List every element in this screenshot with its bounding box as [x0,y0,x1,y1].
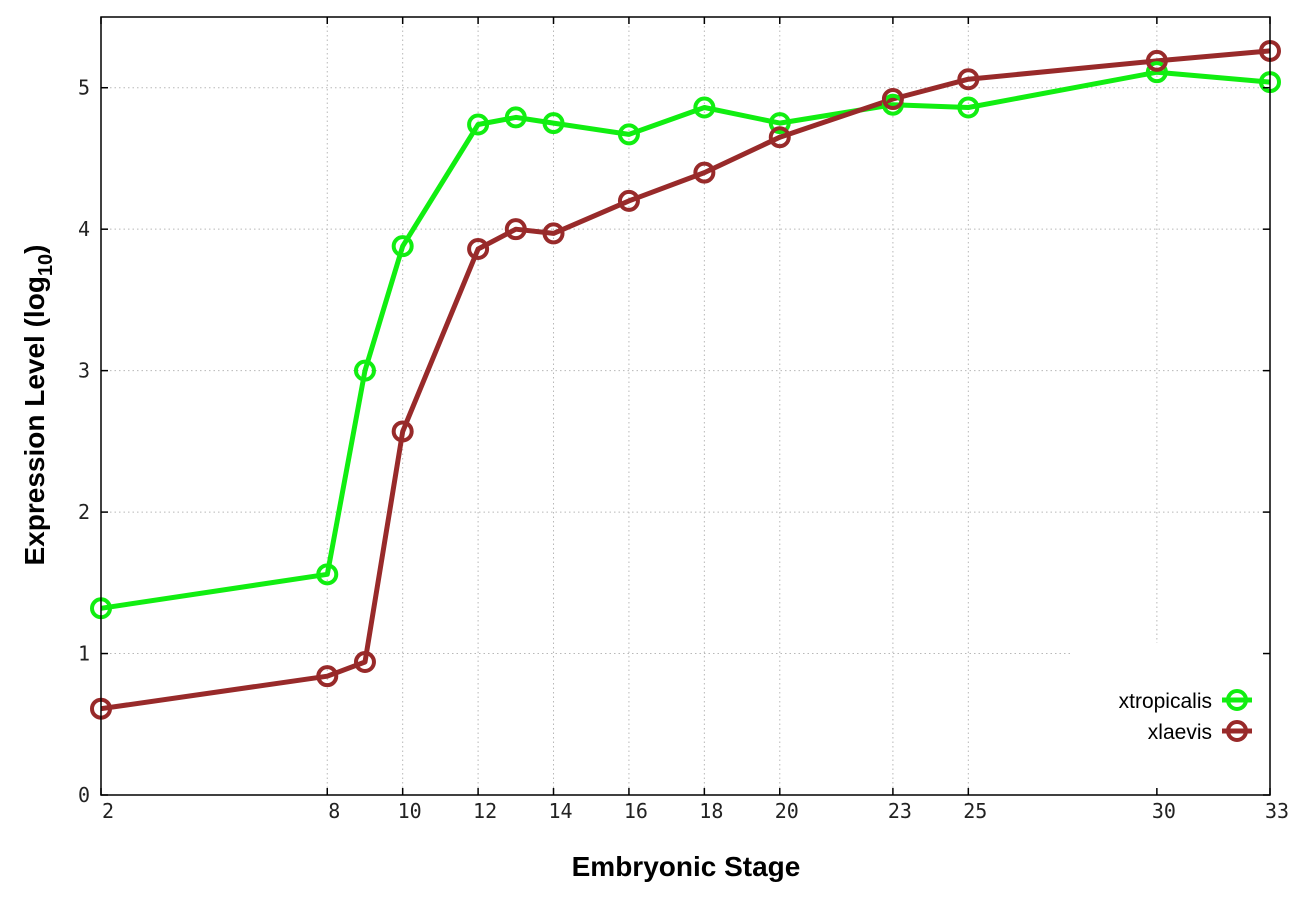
y-tick-label-5: 5 [78,76,90,100]
y-tick-label-3: 3 [78,359,90,383]
point-xlaevis-12 [1145,49,1168,72]
y-axis-title-end: ) [19,245,50,254]
point-xtropicalis-12 [1145,61,1168,84]
point-xlaevis-2 [353,651,376,674]
point-xlaevis-4 [467,237,490,260]
y-axis-title-main: Expression Level (log [19,276,50,565]
point-xlaevis-5 [504,218,527,241]
point-xlaevis-10 [881,88,904,111]
point-xlaevis-7 [617,189,640,212]
x-tick-label-7: 20 [775,799,799,823]
point-xlaevis-11 [957,68,980,91]
series-line-xtropicalis [100,69,1271,611]
legend-label-xlaevis: xlaevis [1148,721,1212,744]
point-xlaevis-1 [316,665,339,688]
point-xlaevis-8 [693,161,716,184]
legend-marker-xtropicalis [1226,689,1248,711]
x-tick-label-2: 10 [398,799,422,823]
x-tick-label-1: 8 [328,799,340,823]
y-axis-title-subscript: 10 [35,254,57,276]
x-tick-label-6: 18 [699,799,723,823]
legend-background [1072,643,1269,794]
x-tick-label-10: 30 [1152,799,1176,823]
point-xlaevis-9 [768,126,791,149]
point-xlaevis-3 [391,420,414,443]
y-tick-label-4: 4 [78,217,90,241]
x-tick-label-3: 12 [473,799,497,823]
x-tick-label-4: 14 [548,799,572,823]
point-xtropicalis-9 [768,112,791,135]
y-axis-title: Expression Level (log10) [19,245,57,566]
legend-marker-xlaevis [1226,720,1248,742]
x-tick-label-8: 23 [888,799,912,823]
x-tick-label-5: 16 [624,799,648,823]
point-xlaevis-6 [542,222,565,245]
point-xtropicalis-2 [353,359,376,382]
point-xtropicalis-1 [316,563,339,586]
series-line-xlaevis [100,48,1271,712]
y-tick-label-2: 2 [78,500,90,524]
point-xtropicalis-4 [467,113,490,136]
x-tick-label-11: 33 [1265,799,1289,823]
x-axis-title: Embryonic Stage [572,851,801,882]
point-xtropicalis-7 [617,123,640,146]
legend-label-xtropicalis: xtropicalis [1119,690,1212,713]
x-tick-label-0: 2 [102,799,114,823]
point-xtropicalis-11 [957,96,980,119]
x-tick-label-9: 25 [963,799,987,823]
point-xtropicalis-6 [542,112,565,135]
point-xtropicalis-8 [693,96,716,119]
y-tick-label-1: 1 [78,642,90,666]
point-xtropicalis-3 [391,235,414,258]
y-tick-label-0: 0 [78,783,90,807]
plot-frame [100,16,1271,796]
legend: xtropicalis xlaevis [1119,689,1252,744]
point-xtropicalis-5 [504,106,527,129]
